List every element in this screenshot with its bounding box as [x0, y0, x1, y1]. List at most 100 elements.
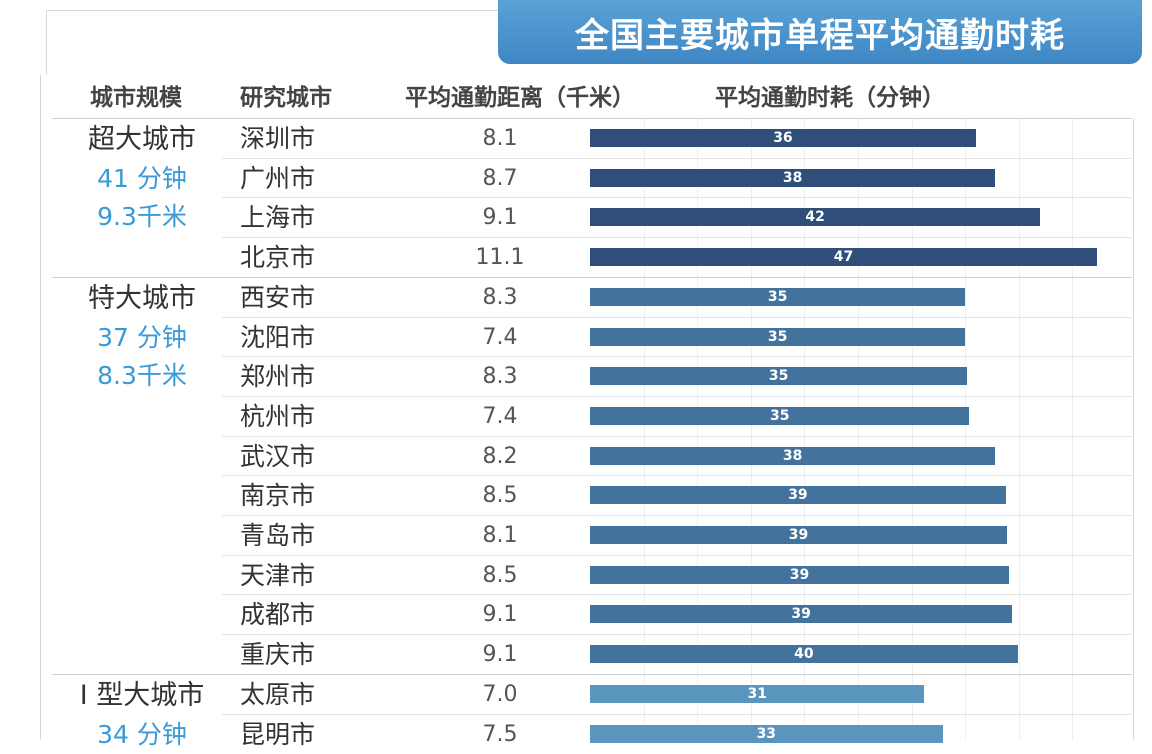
- time-bar-label: 35: [769, 407, 790, 424]
- time-bar-label: 33: [756, 725, 777, 742]
- row-divider: [222, 197, 1132, 199]
- distance-value: 8.5: [482, 483, 518, 509]
- time-bar-label: 47: [833, 249, 854, 266]
- row-divider: [52, 118, 1132, 119]
- distance-value: 8.3: [482, 284, 518, 310]
- city-name: 沈阳市: [240, 322, 316, 352]
- city-name: 上海市: [240, 203, 316, 233]
- time-bar: [590, 248, 1097, 267]
- header-distance: 平均通勤距离（千米）: [405, 85, 635, 111]
- time-bar-label: 31: [747, 685, 767, 702]
- gridline-vertical: [965, 118, 967, 740]
- row-divider: [222, 435, 1132, 437]
- city-name: 广州市: [240, 163, 316, 193]
- table-row: 天津市 8.5 39: [0, 554, 1152, 595]
- city-name: 太原市: [240, 679, 316, 709]
- distance-value: 9.1: [482, 205, 518, 231]
- time-bar: [590, 645, 1018, 664]
- row-divider: [222, 475, 1132, 477]
- city-name: 武汉市: [240, 441, 316, 471]
- city-name: 深圳市: [240, 124, 316, 153]
- distance-value: 11.1: [475, 245, 525, 271]
- time-bar-label: 35: [767, 288, 788, 305]
- row-divider: [222, 713, 1132, 715]
- time-bar-label: 39: [789, 566, 810, 583]
- table-row: 杭州市 7.4 35: [0, 395, 1152, 436]
- row-divider: [52, 673, 1132, 675]
- city-name: 杭州市: [240, 401, 316, 431]
- city-name: 北京市: [240, 243, 316, 273]
- table-row: 广州市 8.7 38: [0, 157, 1152, 198]
- table-row: 北京市 11.1 47: [0, 237, 1152, 277]
- time-bar: [590, 486, 1006, 505]
- distance-value: 9.1: [482, 602, 518, 628]
- gridline-vertical: [911, 118, 913, 740]
- time-bar: [590, 327, 966, 346]
- time-bar: [590, 446, 996, 465]
- header-time: 平均通勤时耗（分钟）: [715, 85, 945, 111]
- city-scale-group: 超大城市 41 分钟 9.3千米: [52, 120, 232, 236]
- city-name: 青岛市: [240, 521, 316, 550]
- gridline-vertical: [857, 118, 859, 740]
- table-row: 太原市 7.0 31: [0, 673, 1152, 714]
- gridline-vertical: [804, 118, 806, 740]
- distance-value: 8.5: [482, 562, 518, 588]
- table-row: 西安市 8.3 35: [0, 276, 1152, 317]
- group-avg-time: 41 分钟: [97, 164, 187, 193]
- group-avg-distance: 9.3千米: [97, 202, 187, 231]
- time-bar: [590, 406, 970, 425]
- chart-body: 深圳市 8.1 36 广州市 8.7 38 上海市 9.1 42 北京市 11.1 47 西安市 8.3 3…: [0, 118, 1152, 749]
- time-bar-label: 39: [791, 606, 811, 623]
- time-bar: [590, 168, 996, 187]
- table-row: 深圳市 8.1 36: [0, 118, 1152, 158]
- table-row: 沈阳市 7.4 35: [0, 316, 1152, 357]
- distance-value: 8.3: [482, 364, 518, 390]
- group-avg-time: 34 分钟: [97, 719, 187, 749]
- table-row: 郑州市 8.3 35: [0, 356, 1152, 396]
- time-bar: [590, 724, 943, 743]
- city-scale-group: 特大城市 37 分钟 8.3千米: [52, 279, 232, 395]
- chart-frame-left: [40, 74, 41, 740]
- time-bar-label: 39: [788, 527, 809, 543]
- group-name: 超大城市: [88, 124, 196, 155]
- gridline-vertical: [1018, 118, 1020, 740]
- row-divider: [222, 237, 1132, 239]
- group-avg-distance: 8.3千米: [97, 360, 187, 390]
- distance-value: 8.1: [482, 126, 518, 151]
- distance-value: 7.0: [482, 681, 518, 707]
- distance-value: 8.7: [482, 165, 518, 191]
- distance-value: 7.4: [482, 403, 518, 429]
- table-row: 南京市 8.5 39: [0, 475, 1152, 515]
- table-row: 上海市 9.1 42: [0, 197, 1152, 237]
- header-city: 研究城市: [240, 85, 332, 111]
- row-divider: [222, 356, 1132, 358]
- row-divider: [222, 515, 1132, 516]
- gridline-vertical: [1072, 118, 1074, 740]
- time-bar-label: 39: [788, 487, 808, 504]
- table-row: 成都市 9.1 39: [0, 594, 1152, 634]
- time-bar: [590, 526, 1007, 544]
- time-bar: [590, 367, 968, 386]
- table-row: 武汉市 8.2 38: [0, 435, 1152, 476]
- city-scale-group: I 型大城市 34 分钟: [52, 676, 232, 754]
- time-bar-label: 38: [782, 447, 803, 464]
- time-bar: [590, 287, 966, 306]
- time-bar-label: 40: [794, 646, 814, 663]
- row-divider: [52, 276, 1132, 278]
- time-bar: [590, 208, 1041, 227]
- distance-value: 8.2: [482, 443, 518, 469]
- group-name: 特大城市: [88, 282, 196, 314]
- row-divider: [222, 395, 1132, 397]
- city-name: 昆明市: [240, 719, 316, 749]
- city-name: 重庆市: [240, 640, 316, 670]
- row-divider: [222, 634, 1132, 636]
- table-row: 重庆市 9.1 40: [0, 634, 1152, 674]
- distance-value: 8.1: [482, 523, 518, 548]
- group-name: I 型大城市: [79, 679, 205, 711]
- row-divider: [222, 157, 1132, 159]
- row-divider: [222, 594, 1132, 596]
- time-bar-label: 35: [768, 368, 789, 385]
- time-bar: [590, 129, 976, 147]
- distance-value: 9.1: [482, 642, 518, 668]
- row-divider: [222, 316, 1132, 318]
